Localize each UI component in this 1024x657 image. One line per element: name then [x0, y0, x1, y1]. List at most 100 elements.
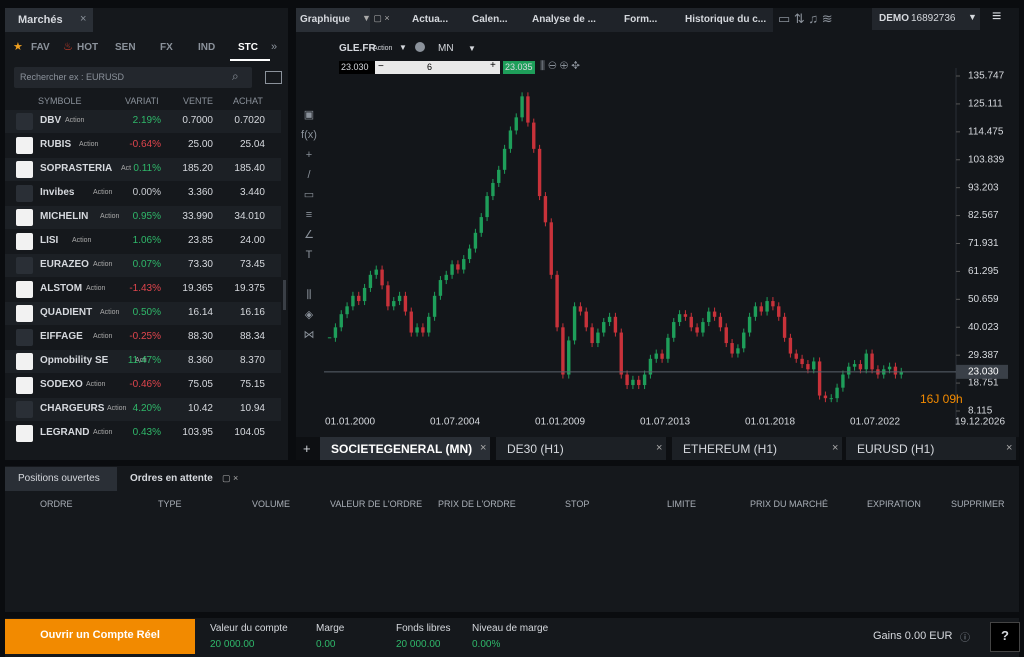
drawing-tools[interactable]: ▣ f(x) + / ▭ ≡ ∠ T ⫼ ◈ ⋈: [301, 109, 317, 341]
fav-icon[interactable]: ★: [13, 41, 23, 53]
candle: [374, 269, 378, 275]
symbol: SOPRASTERIA: [40, 163, 113, 174]
candle: [660, 353, 664, 359]
row-bg[interactable]: [5, 206, 281, 229]
chart-tools[interactable]: ⫼ ⊖ ⊕ ✥: [540, 60, 580, 72]
chart-tab-bg[interactable]: [320, 437, 490, 460]
symbol: EURAZEO: [40, 259, 89, 270]
toolbar-icons[interactable]: ▭ ⇅ ♫ ≋: [778, 11, 833, 26]
symbol: EIFFAGE: [40, 331, 83, 342]
candle: [532, 122, 536, 149]
x-tick-label: 01.01.2018: [745, 417, 795, 428]
scrollbar[interactable]: [283, 280, 286, 310]
chart-tab-close[interactable]: ×: [1006, 442, 1013, 454]
sell: 19.365: [182, 283, 213, 294]
row-bg[interactable]: [5, 302, 281, 325]
candle: [794, 353, 798, 359]
chart-tab-close[interactable]: ×: [656, 442, 663, 454]
orders-tab: Ordres en attente: [130, 473, 213, 484]
menu-icon[interactable]: ≡: [992, 8, 1002, 25]
cta-label: Ouvrir un Compte Réel: [40, 629, 160, 641]
candle: [847, 366, 851, 375]
market-tab[interactable]: SEN: [115, 42, 136, 53]
y-tick-label: 40.023: [968, 322, 999, 333]
row-bg[interactable]: [5, 350, 281, 373]
gains-info[interactable]: ⓘ: [960, 633, 970, 644]
timeframe-dropdown[interactable]: ▼: [468, 44, 476, 53]
account-number: 16892736: [911, 13, 956, 24]
close-icon[interactable]: ×: [80, 13, 87, 25]
candle: [584, 311, 588, 328]
change: -0.64%: [129, 139, 161, 150]
orders-column: VALEUR DE L'ORDRE: [330, 499, 423, 509]
sell-box[interactable]: [339, 61, 375, 74]
plus[interactable]: +: [490, 60, 496, 71]
market-tab[interactable]: STC: [238, 42, 258, 53]
top-tab[interactable]: Calen...: [472, 14, 508, 25]
buy: 3.440: [239, 187, 265, 198]
top-tab[interactable]: Actua...: [412, 14, 449, 25]
quantity-box[interactable]: [375, 61, 500, 74]
stat-value: 20 000.00: [396, 639, 441, 650]
candle: [432, 295, 437, 317]
symbol-logo: [16, 353, 33, 370]
market-tab[interactable]: FAV: [31, 42, 50, 53]
orders-tab-icons[interactable]: ▢ ×: [222, 473, 239, 483]
change: 0.11%: [133, 163, 161, 174]
more-tabs[interactable]: »: [271, 41, 278, 53]
stat-value: 20 000.00: [210, 639, 255, 650]
markets-title: Marchés: [18, 14, 63, 26]
row-bg[interactable]: [5, 110, 281, 133]
row-bg[interactable]: [5, 398, 281, 421]
timeframe: MN: [438, 43, 454, 54]
chart-tab-bg[interactable]: [672, 437, 842, 460]
symbol-type: Action: [93, 261, 113, 268]
search-icon[interactable]: ⌕: [232, 69, 239, 83]
buy-box[interactable]: [503, 61, 535, 74]
market-tab[interactable]: IND: [198, 42, 216, 53]
top-tab[interactable]: Form...: [624, 14, 658, 25]
hot-icon[interactable]: ♨: [63, 41, 73, 53]
chart-tab-bg[interactable]: [496, 437, 666, 460]
column-header: SYMBOLE: [38, 96, 82, 106]
top-tab[interactable]: Graphique: [300, 14, 351, 25]
market-tab[interactable]: FX: [160, 42, 173, 53]
cta-button[interactable]: [5, 619, 195, 654]
buy: 73.45: [239, 259, 265, 270]
orders-column: ORDRE: [40, 499, 73, 509]
grid-view-icon[interactable]: [265, 71, 282, 84]
candle: [701, 322, 705, 333]
tab-underline: [230, 59, 270, 61]
candle: [578, 306, 583, 312]
account-dropdown[interactable]: ▼: [968, 12, 977, 22]
top-tab[interactable]: Historique du c...: [685, 14, 767, 25]
account-box[interactable]: [872, 8, 980, 30]
top-tab[interactable]: Analyse de ...: [532, 14, 596, 25]
orders-tab-bg[interactable]: [120, 467, 247, 491]
market-tab[interactable]: HOT: [77, 42, 99, 53]
candle: [450, 264, 454, 275]
orders-tab-bg[interactable]: [5, 467, 117, 491]
chart-tab-close[interactable]: ×: [480, 442, 487, 454]
chart-tab-bg[interactable]: [846, 437, 1016, 460]
tab-icons[interactable]: ▼ ▢ ×: [362, 13, 390, 23]
candle: [800, 358, 804, 365]
symbol-type: Action: [93, 429, 113, 436]
info-icon[interactable]: [415, 42, 425, 52]
candle: [788, 337, 793, 354]
row-bg[interactable]: [5, 254, 281, 277]
search-box[interactable]: [14, 67, 252, 88]
row-bg[interactable]: [5, 158, 281, 181]
symbol-type: Action: [93, 189, 113, 196]
minus[interactable]: −: [378, 61, 384, 72]
candle: [777, 306, 781, 317]
chart-tab-close[interactable]: ×: [832, 442, 839, 454]
symbol-logo: [16, 233, 33, 250]
y-tick-label: 8.115: [968, 406, 993, 417]
change: 4.20%: [132, 403, 161, 414]
add-chart[interactable]: +: [303, 441, 311, 456]
help-button[interactable]: [990, 622, 1020, 652]
symbol-dropdown[interactable]: ▼: [399, 43, 407, 52]
buy: 0.7020: [234, 115, 265, 126]
candle: [479, 217, 483, 233]
